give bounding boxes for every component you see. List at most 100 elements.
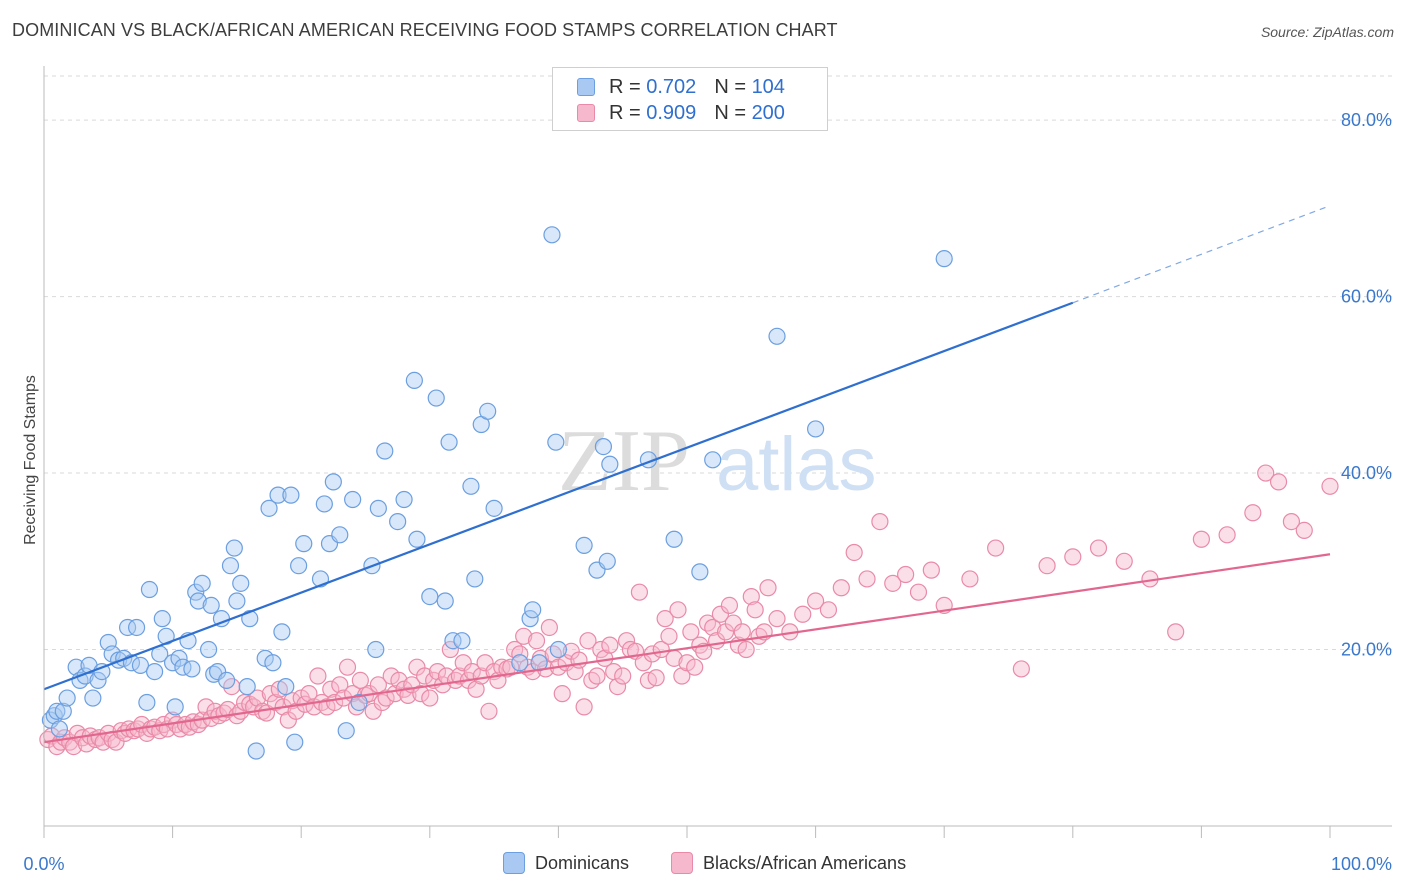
dominican-point [691,563,709,581]
black-african-american-point [377,689,395,707]
dominican-point [768,327,786,345]
dominican-point [524,601,542,619]
dominican-point [48,702,66,720]
dominican-point [221,557,240,575]
dominican-point [436,592,454,610]
dominican-point [140,580,159,599]
dominican-point [549,640,568,659]
black-african-american-point [601,636,619,654]
axes [43,66,1392,838]
dominican-point [466,570,484,588]
legend-r-label: R = [609,75,641,98]
black-african-american-point [768,610,786,628]
black-african-american-point [390,671,408,690]
dominican-point [511,654,529,672]
black-african-american-point [832,579,850,597]
dominican-point [324,473,342,491]
black-african-american-point [909,583,928,601]
dominican-point [127,618,146,637]
black-african-american-point [669,601,687,619]
x-tick-label-max: 100.0% [1331,854,1392,874]
dominican-point [665,530,683,548]
dominican-point [269,486,287,504]
black-african-american-point [858,570,876,588]
legend-item-dominicans[interactable]: Dominicans [503,852,629,874]
black-african-american-point [742,587,760,606]
dominican-point [218,671,236,690]
black-african-american-point [794,605,812,623]
y-tick-label: 80.0% [1341,110,1392,130]
dominican-point [485,499,503,517]
dominican-point [935,250,953,268]
dominican-point [315,495,333,513]
legend-n-label: N = [714,75,746,98]
dominican-point [232,574,250,592]
dominican-point [331,526,349,544]
black-african-american-point [1192,530,1211,548]
black-african-american-point [575,698,593,716]
black-african-american-point [871,512,889,531]
black-african-american-point [1282,512,1301,531]
legend-n-value: 104 [751,75,785,98]
black-african-american-point [845,543,863,562]
legend-r-label: R = [609,101,641,124]
dominican-point [131,656,150,675]
black-african-american-point [338,658,357,676]
black-african-american-point [248,689,267,707]
black-african-american-point [746,601,764,619]
dominican-point [421,587,439,606]
black-african-american-point [540,618,558,637]
legend-row-dominicans: R = 0.702 N = 104 [577,74,785,100]
watermark-atlas: atlas [716,422,877,507]
black-african-american-point [987,539,1005,557]
trend-lines [43,205,1331,744]
black-african-american-point [553,685,571,703]
source-label: Source: ZipAtlas.com [1260,24,1394,40]
black-african-american-point [1167,623,1185,641]
black-african-american-point [364,702,382,720]
black-african-american-point [1295,521,1313,540]
dominicans-trend-extension [1072,205,1331,304]
legend-row-blacks: R = 0.909 N = 200 [577,100,785,126]
dominican-point [389,512,407,531]
black-african-american-point [1064,548,1082,566]
dominican-point [225,539,243,557]
dominican-point [166,698,184,716]
black-african-american-point [399,686,417,705]
black-african-american-point [421,689,439,707]
dominican-point [479,402,497,420]
legend-item-blacks[interactable]: Blacks/African Americans [671,852,906,874]
correlation-legend: R = 0.702 N = 104 R = 0.909 N = 200 [552,67,828,131]
black-african-american-point [331,676,349,694]
black-african-american-point [759,579,777,597]
black-african-american-point [1218,526,1236,544]
black-african-american-point [588,667,606,685]
black-african-american-point [428,662,447,681]
black-african-american-point [287,702,305,720]
black-african-american-point [897,565,915,584]
dominican-point [273,623,291,641]
dominican-point [170,649,188,667]
black-african-american-point [300,685,318,703]
y-tick-label: 40.0% [1341,463,1392,483]
dominican-point [277,677,295,696]
black-african-american-point [733,623,751,641]
dominican-point [264,654,282,672]
black-african-american-point [673,667,691,685]
dominican-point [704,451,722,469]
black-african-american-point [412,685,430,703]
black-african-american-point [480,702,498,720]
black-african-american-point [476,654,494,672]
legend-n-value: 200 [751,101,785,124]
black-african-american-point [467,680,485,698]
dominican-point [295,535,313,553]
black-african-american-point [261,685,279,703]
black-african-american-point [704,618,722,637]
dominicans-trend-line [43,301,1074,691]
black-african-american-point [682,623,700,641]
dominican-point [367,640,385,659]
chart-title: DOMINICAN VS BLACK/AFRICAN AMERICAN RECE… [12,20,838,40]
dominican-point [189,592,207,610]
legend-label-blacks: Blacks/African Americans [703,852,907,873]
dominican-point [84,689,102,707]
